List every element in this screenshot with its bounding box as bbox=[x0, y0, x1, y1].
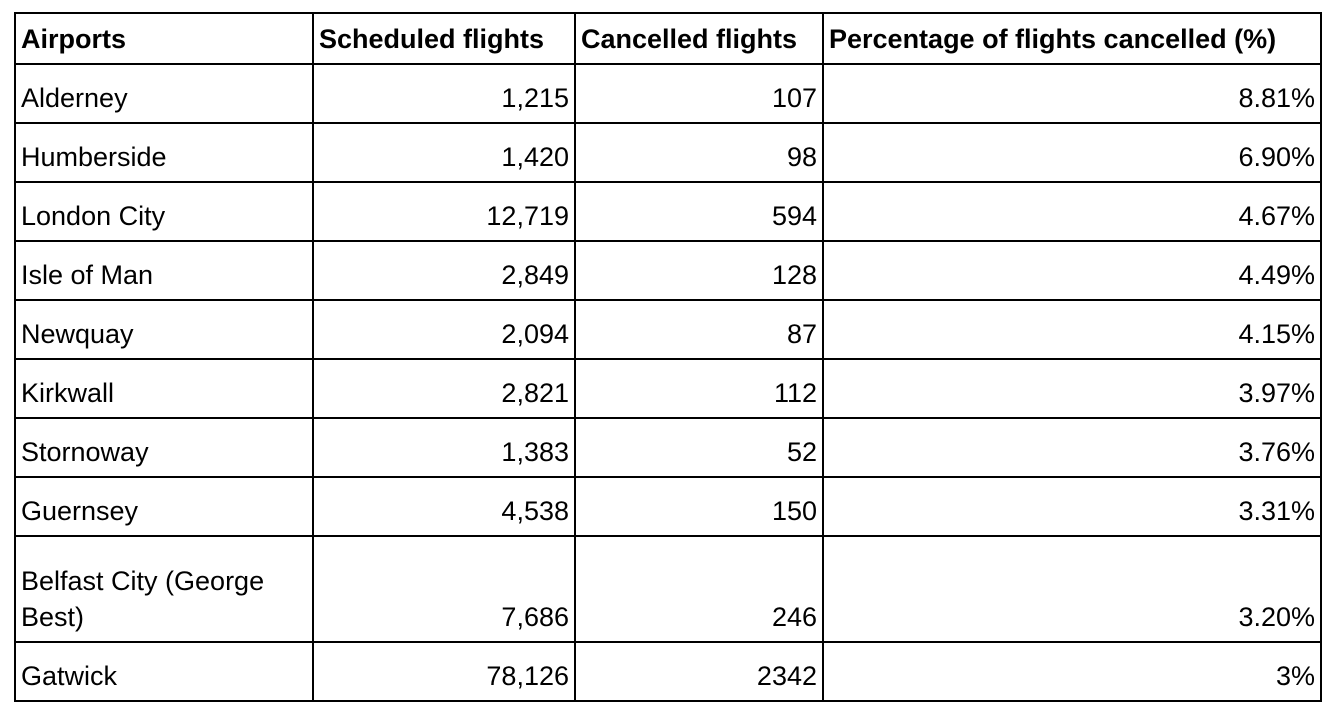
table-row: Guernsey 4,538 150 3.31% bbox=[14, 476, 1322, 537]
cell-cancelled: 112 bbox=[574, 358, 824, 419]
cell-percentage: 8.81% bbox=[822, 63, 1322, 124]
table-row: Gatwick 78,126 2342 3% bbox=[14, 641, 1322, 702]
cell-scheduled: 1,383 bbox=[312, 417, 576, 478]
table-row: Stornoway 1,383 52 3.76% bbox=[14, 417, 1322, 478]
cell-scheduled: 78,126 bbox=[312, 641, 576, 702]
table-row: Kirkwall 2,821 112 3.97% bbox=[14, 358, 1322, 419]
cell-cancelled: 128 bbox=[574, 240, 824, 301]
cell-percentage: 3.97% bbox=[822, 358, 1322, 419]
cell-scheduled: 2,821 bbox=[312, 358, 576, 419]
header-scheduled-flights: Scheduled flights bbox=[312, 12, 576, 65]
table-row: Belfast City (George Best) 7,686 246 3.2… bbox=[14, 535, 1322, 643]
cell-airport: Stornoway bbox=[14, 417, 314, 478]
header-row: Airports Scheduled flights Cancelled fli… bbox=[14, 12, 1322, 65]
header-airports: Airports bbox=[14, 12, 314, 65]
table-row: Humberside 1,420 98 6.90% bbox=[14, 122, 1322, 183]
cell-percentage: 3% bbox=[822, 641, 1322, 702]
cell-cancelled: 150 bbox=[574, 476, 824, 537]
cell-airport: Humberside bbox=[14, 122, 314, 183]
cell-airport: Isle of Man bbox=[14, 240, 314, 301]
cell-cancelled: 107 bbox=[574, 63, 824, 124]
table-row: Newquay 2,094 87 4.15% bbox=[14, 299, 1322, 360]
cell-airport: Newquay bbox=[14, 299, 314, 360]
header-cancelled-flights: Cancelled flights bbox=[574, 12, 824, 65]
table-row: Alderney 1,215 107 8.81% bbox=[14, 63, 1322, 124]
cell-cancelled: 87 bbox=[574, 299, 824, 360]
cell-percentage: 4.49% bbox=[822, 240, 1322, 301]
cell-cancelled: 246 bbox=[574, 535, 824, 643]
cell-scheduled: 2,849 bbox=[312, 240, 576, 301]
cell-percentage: 3.31% bbox=[822, 476, 1322, 537]
cell-percentage: 6.90% bbox=[822, 122, 1322, 183]
cell-airport: Gatwick bbox=[14, 641, 314, 702]
cell-scheduled: 1,420 bbox=[312, 122, 576, 183]
cell-percentage: 4.15% bbox=[822, 299, 1322, 360]
cell-airport: London City bbox=[14, 181, 314, 242]
cell-airport: Alderney bbox=[14, 63, 314, 124]
header-percentage-cancelled: Percentage of flights cancelled (%) bbox=[822, 12, 1322, 65]
cell-percentage: 4.67% bbox=[822, 181, 1322, 242]
cell-cancelled: 98 bbox=[574, 122, 824, 183]
cell-airport: Belfast City (George Best) bbox=[14, 535, 314, 643]
table-row: London City 12,719 594 4.67% bbox=[14, 181, 1322, 242]
cell-cancelled: 52 bbox=[574, 417, 824, 478]
cell-scheduled: 1,215 bbox=[312, 63, 576, 124]
cell-scheduled: 7,686 bbox=[312, 535, 576, 643]
cell-airport: Guernsey bbox=[14, 476, 314, 537]
cell-cancelled: 2342 bbox=[574, 641, 824, 702]
cell-airport: Kirkwall bbox=[14, 358, 314, 419]
cell-scheduled: 4,538 bbox=[312, 476, 576, 537]
flights-table: Airports Scheduled flights Cancelled fli… bbox=[14, 12, 1322, 702]
cell-scheduled: 2,094 bbox=[312, 299, 576, 360]
cell-percentage: 3.76% bbox=[822, 417, 1322, 478]
table-row: Isle of Man 2,849 128 4.49% bbox=[14, 240, 1322, 301]
cell-percentage: 3.20% bbox=[822, 535, 1322, 643]
cell-scheduled: 12,719 bbox=[312, 181, 576, 242]
cell-cancelled: 594 bbox=[574, 181, 824, 242]
